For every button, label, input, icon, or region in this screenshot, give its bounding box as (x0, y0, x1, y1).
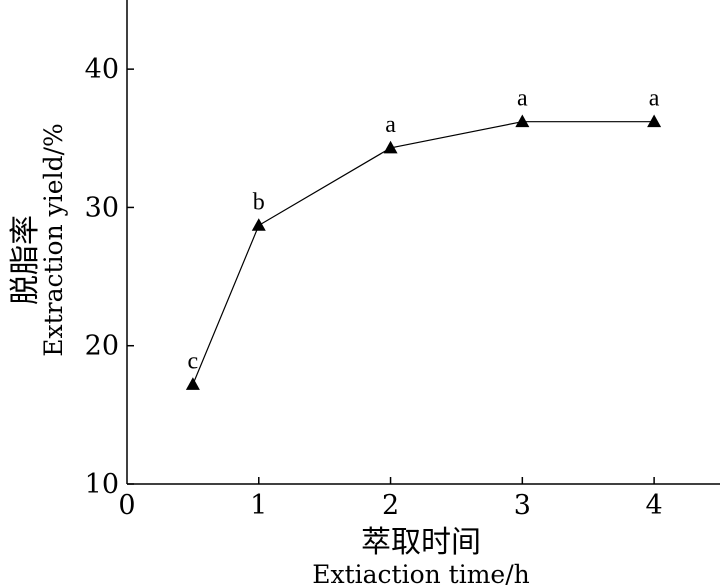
y-axis-title-en: Extraction yield/% (39, 123, 68, 356)
significance-label: c (188, 348, 199, 374)
ticks: 10 20 30 40 0 1 2 3 4 (85, 54, 663, 521)
x-tick-label: 1 (250, 490, 267, 521)
y-tick-label: 40 (85, 54, 119, 85)
data-point-triangle (647, 114, 662, 128)
x-axis-title-en: Extiaction time/h (312, 560, 530, 585)
significance-label: a (517, 86, 528, 112)
data-point-triangle (185, 377, 200, 390)
axes (126, 0, 720, 485)
y-tick-label: 10 (85, 469, 119, 500)
data-point-triangle (251, 218, 266, 231)
significance-label: a (649, 86, 660, 112)
x-tick-label: 3 (514, 490, 531, 521)
y-axis-title-cn: 脱脂率 (8, 215, 43, 305)
x-axis-title-cn: 萃取时间 (361, 525, 481, 560)
x-tick-label: 2 (382, 490, 399, 521)
series: c b a a a (185, 86, 662, 390)
y-tick-label: 20 (85, 331, 119, 362)
x-tick-label: 0 (118, 490, 135, 521)
y-tick-label: 30 (85, 192, 119, 223)
significance-label: b (253, 189, 265, 215)
series-line (192, 121, 655, 385)
data-point-triangle (515, 114, 530, 128)
data-point-triangle (383, 140, 398, 154)
significance-label: a (385, 112, 396, 138)
x-tick-label: 4 (646, 490, 663, 521)
